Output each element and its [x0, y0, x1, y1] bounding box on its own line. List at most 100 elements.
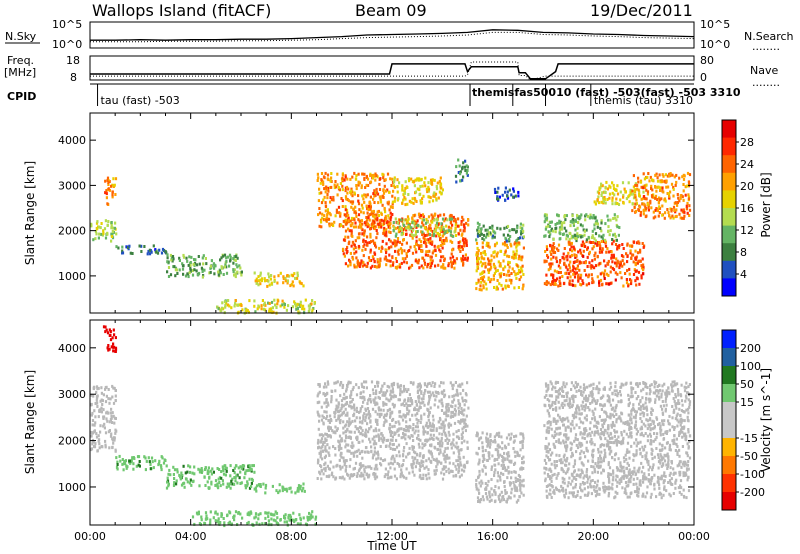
cpid-text-5: themis (tau) 3310 — [594, 94, 693, 107]
xtick-label-6: 00:00 — [678, 530, 710, 543]
power-axis-ytick-label-3: 4000 — [58, 134, 86, 147]
velocity-cb-tick-label-4: -15 — [740, 432, 758, 445]
xtick-label-3: 12:00 — [376, 530, 408, 543]
power-cb-tick-label-2: 12 — [740, 224, 754, 237]
power-cells-region-6 — [316, 171, 395, 229]
freq-panel-frame — [89, 55, 695, 81]
vel-cells-region-7 — [543, 380, 692, 500]
xtick-label-1: 04:00 — [175, 530, 207, 543]
vel-colorbar-seg-6 — [722, 438, 736, 457]
power-colorbar-seg-3 — [722, 172, 736, 191]
vel-cells-region-1 — [115, 454, 167, 472]
noise-right-dots: ........ — [752, 40, 780, 53]
velocity-cb-tick-label-7: -200 — [740, 486, 765, 499]
vel-cells-region-6 — [475, 431, 525, 504]
velocity-cb-tick-label-1: 100 — [740, 360, 761, 373]
vel-colorbar-seg-9 — [722, 492, 736, 511]
velocity-cb-tick-label-6: -100 — [740, 468, 765, 481]
power-colorbar-seg-4 — [722, 190, 736, 209]
xtick-label-4: 16:00 — [477, 530, 509, 543]
station-title: Wallops Island (fitACF) — [92, 1, 271, 20]
vel-cells-region-5 — [316, 380, 470, 481]
xtick-label-0: 00:00 — [74, 530, 106, 543]
vel-colorbar-seg-2 — [722, 366, 736, 385]
power-cells-region-8 — [392, 217, 458, 238]
power-axis-ytick-label-2: 3000 — [58, 179, 86, 192]
nave-series — [90, 61, 694, 81]
freq-right-dots: ........ — [752, 76, 780, 89]
xtick-label-5: 20:00 — [577, 530, 609, 543]
power-cells-region-16 — [454, 158, 469, 184]
velocity-colorbar-label: Velocity [m s^-1] — [759, 368, 773, 472]
vel-colorbar-seg-7 — [722, 456, 736, 475]
power-cells-region-5 — [216, 298, 316, 315]
vel-colorbar-seg-5 — [722, 420, 736, 439]
noise-left-tick-top: 10^5 — [52, 18, 82, 31]
vel-cells-region-0 — [90, 384, 118, 453]
power-cb-tick-label-3: 16 — [740, 202, 754, 215]
power-colorbar-seg-1 — [722, 137, 736, 156]
power-cells-region-11 — [475, 221, 525, 243]
vel-colorbar-seg-4 — [722, 402, 736, 421]
vel-colorbar-frame — [721, 329, 737, 511]
power-cells-region-10 — [475, 240, 525, 292]
velocity-cb-tick-label-0: 200 — [740, 342, 761, 355]
vel-cells-region-2 — [165, 464, 256, 490]
power-colorbar-seg-2 — [722, 155, 736, 174]
power-cells-region-12 — [543, 239, 646, 288]
vel-colorbar-seg-8 — [722, 474, 736, 493]
power-cb-tick-label-6: 28 — [740, 136, 754, 149]
power-axis-ytick-label-0: 1000 — [58, 270, 86, 283]
cpid-overlap-text: themisfas50010 (fast) -503(fast) -503 33… — [472, 86, 741, 99]
power-cb-tick-label-5: 24 — [740, 158, 754, 171]
power-cells-region-17 — [493, 186, 520, 202]
noise-panel-frame — [89, 21, 695, 49]
velocity-cb-tick-label-3: 15 — [740, 396, 754, 409]
vel-axis-ytick-label-2: 3000 — [58, 388, 86, 401]
power-cells-region-4 — [253, 271, 305, 288]
freq-left-label-line2: [MHz] — [4, 66, 36, 79]
power-colorbar-seg-7 — [722, 243, 736, 262]
power-cells-region-7 — [341, 212, 470, 270]
freq-right-tick-top: 80 — [700, 54, 714, 67]
power-colorbar-seg-0 — [722, 120, 736, 139]
freq-left-label-line1: Freq. — [7, 54, 34, 67]
date-title: 19/Dec/2011 — [590, 1, 693, 20]
power-cells-region-9 — [392, 176, 444, 207]
power-cb-tick-label-0: 4 — [740, 268, 747, 281]
power-colorbar-seg-9 — [722, 278, 736, 297]
power-colorbar-seg-5 — [722, 208, 736, 227]
power-colorbar-label: Power [dB] — [759, 172, 773, 237]
power-cells-region-2 — [115, 244, 168, 256]
velocity-cb-tick-label-2: 50 — [740, 378, 754, 391]
noise-right-tick-bottom: 10^0 — [700, 38, 730, 51]
freq-series — [90, 63, 694, 80]
vel-colorbar-seg-1 — [722, 348, 736, 367]
power-cb-tick-label-1: 8 — [740, 246, 747, 259]
freq-left-tick-top: 18 — [66, 54, 80, 67]
power-colorbar-seg-8 — [722, 260, 736, 279]
freq-left-tick-bottom: 8 — [70, 71, 77, 84]
noise-series-0 — [90, 29, 695, 41]
noise-left-tick-bottom: 10^0 — [52, 38, 82, 51]
vel-cells-region-4 — [191, 510, 318, 528]
velocity-ylabel: Slant Range [km] — [23, 370, 37, 474]
vel-cells-region-3 — [253, 482, 306, 495]
noise-right-tick-top: 10^5 — [700, 18, 730, 31]
vel-axis-ytick-label-1: 2000 — [58, 435, 86, 448]
xtick-label-2: 08:00 — [275, 530, 307, 543]
velocity-xlabel: Time UT — [366, 539, 417, 553]
power-cb-tick-label-4: 20 — [740, 180, 754, 193]
power-colorbar-seg-6 — [722, 225, 736, 244]
cpid-label: CPID — [7, 90, 36, 103]
velocity-cb-tick-label-5: -50 — [740, 450, 758, 463]
freq-right-tick-bottom: 0 — [700, 71, 707, 84]
power-cells-region-0 — [90, 219, 118, 243]
cpid-text-0: tau (fast) -503 — [101, 94, 180, 107]
vel-colorbar-seg-3 — [722, 384, 736, 403]
vel-axis-ytick-label-0: 1000 — [58, 481, 86, 494]
freq-right-label: Nave — [750, 64, 778, 77]
noise-right-label: N.Search — [744, 30, 794, 43]
noise-left-label: N.Sky — [5, 30, 37, 43]
